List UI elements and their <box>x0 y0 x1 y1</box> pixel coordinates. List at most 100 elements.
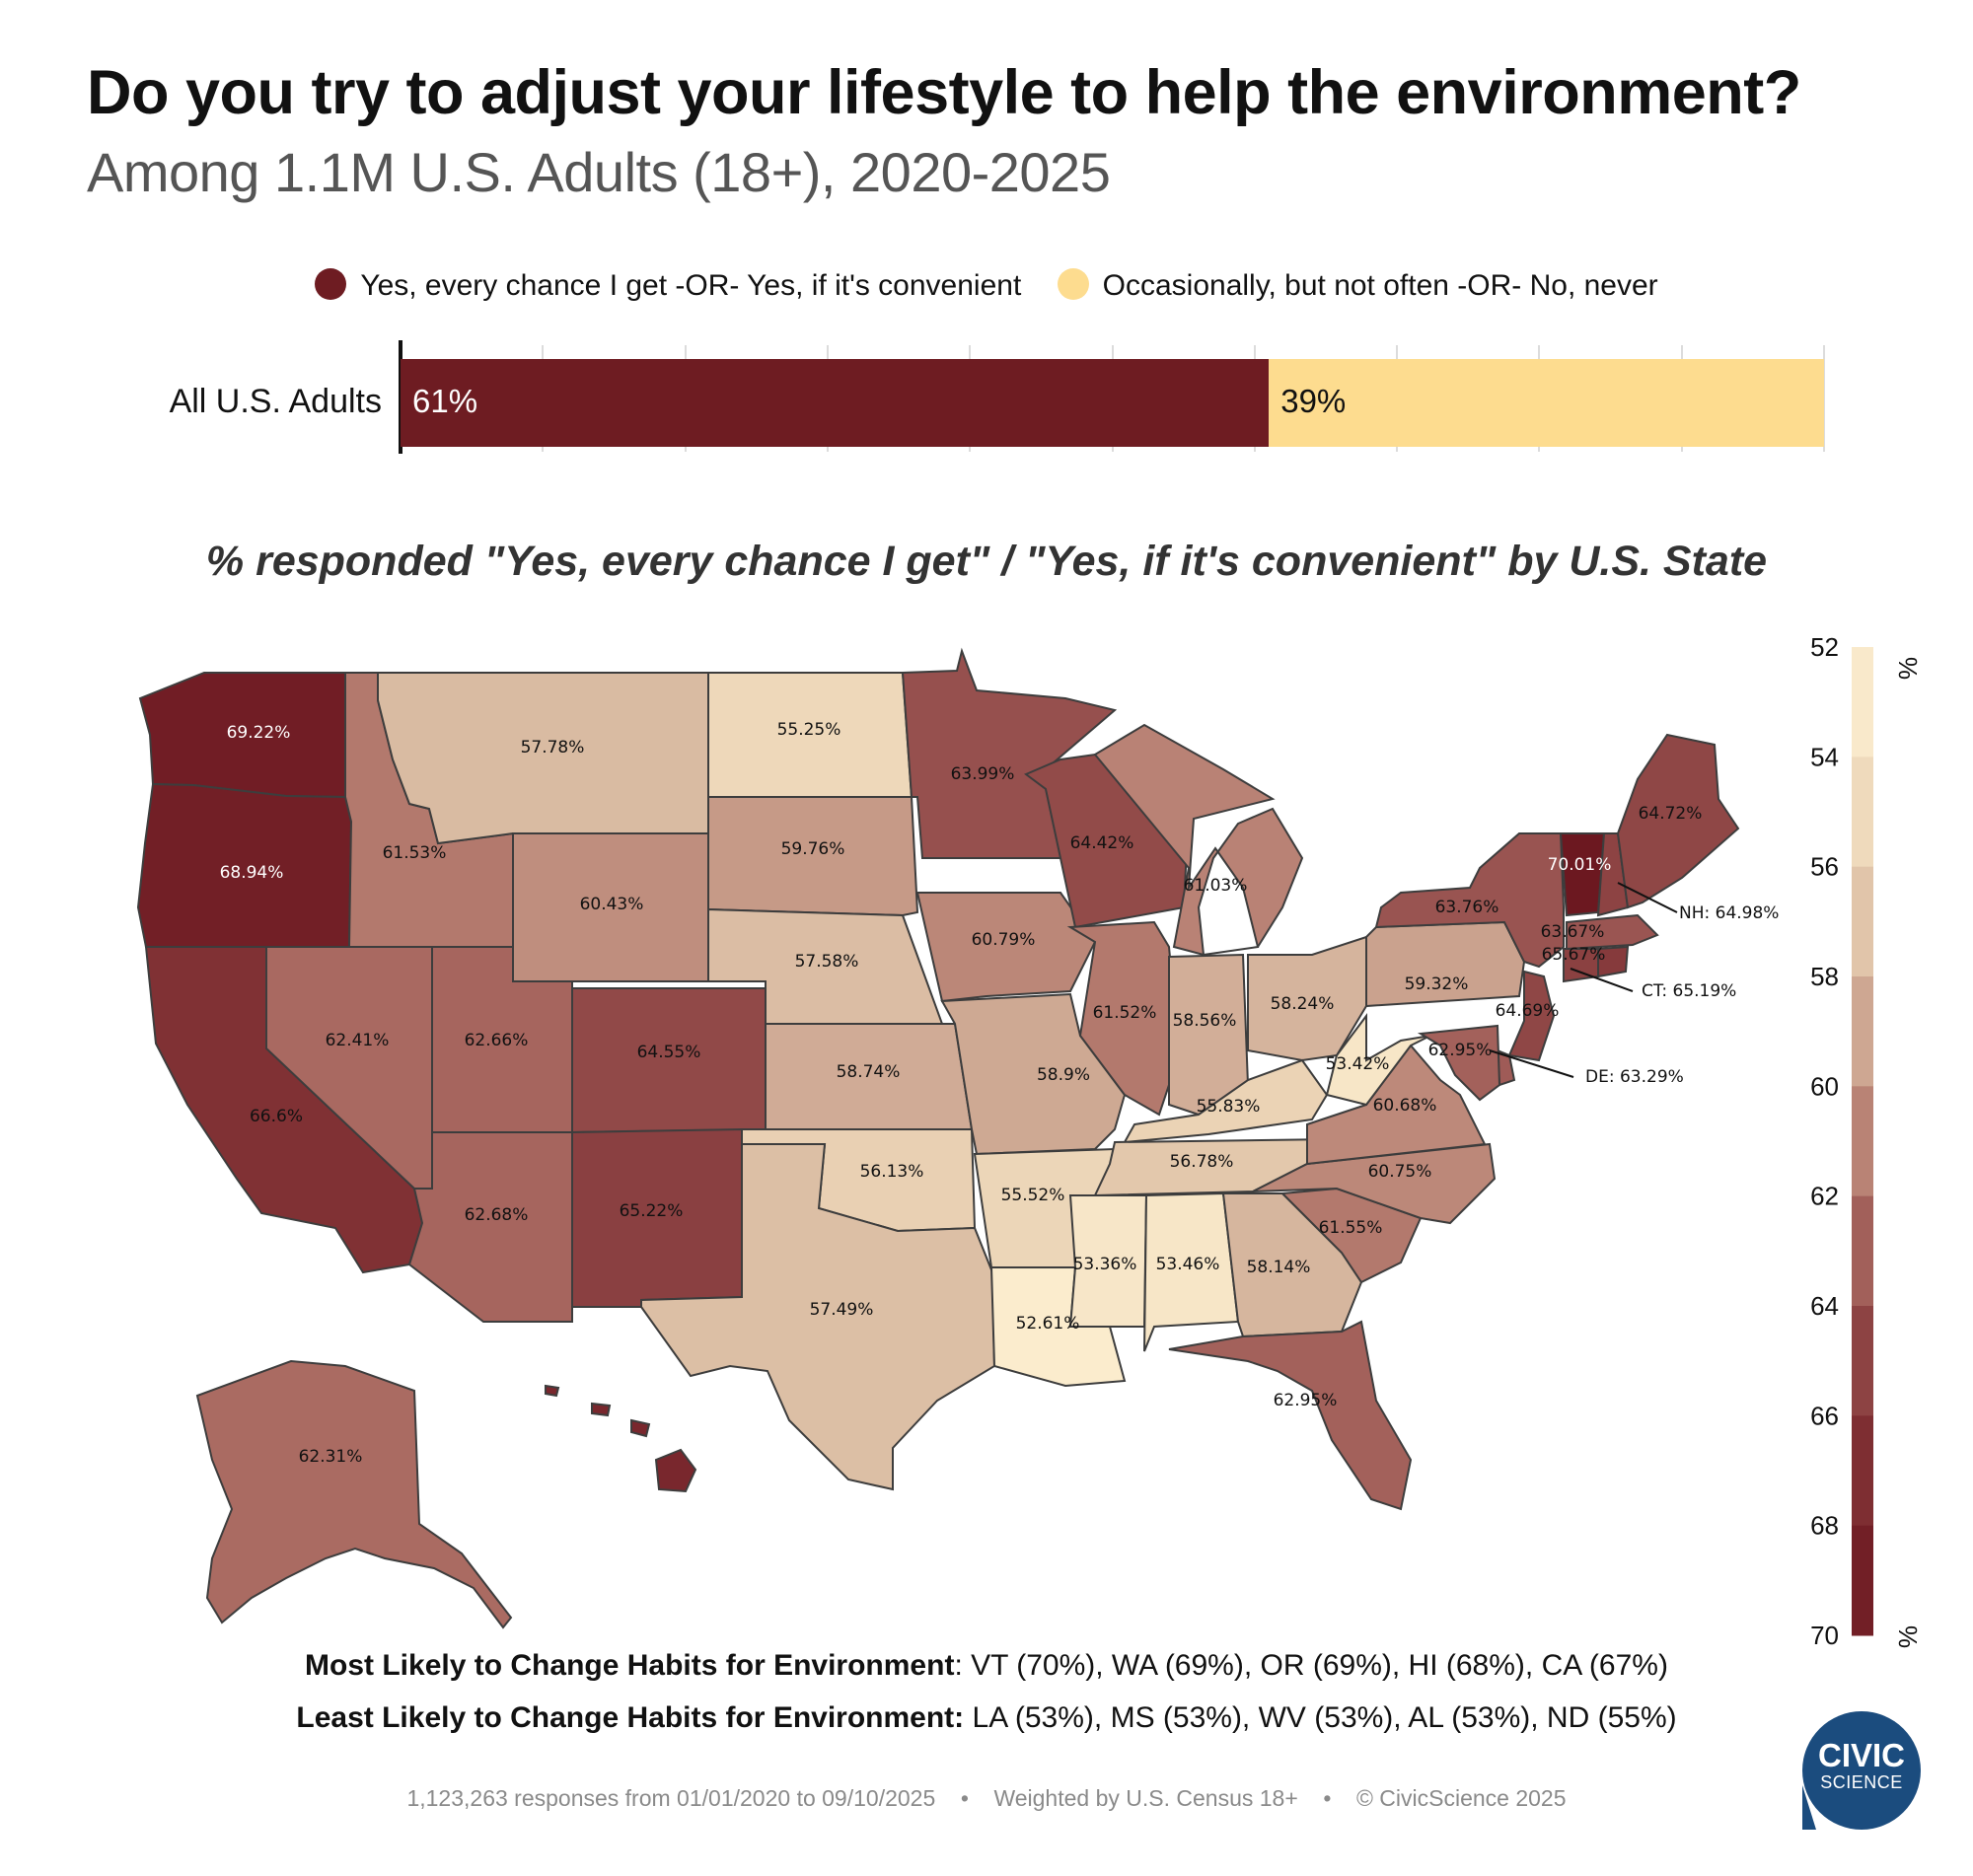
scale-tick-label: 52 <box>1810 632 1839 662</box>
state-OH <box>1247 935 1367 1062</box>
scale-band <box>1852 1306 1873 1416</box>
state-NY <box>1374 832 1565 969</box>
state-label-KS: 58.74% <box>837 1062 901 1082</box>
state-label-NM: 65.22% <box>620 1201 684 1221</box>
state-label-NJ: 64.69% <box>1496 1001 1560 1021</box>
state-label-LA: 52.61% <box>1016 1314 1080 1334</box>
scale-tick-label: 68 <box>1810 1511 1839 1541</box>
scale-unit-label: % <box>1893 657 1923 680</box>
state-NJ <box>1507 970 1556 1062</box>
state-label-WY: 60.43% <box>580 895 644 914</box>
state-label-CO: 64.55% <box>637 1043 701 1062</box>
scale-band <box>1852 1525 1873 1636</box>
legend-label-yes: Yes, every chance I get -OR- Yes, if it'… <box>360 269 1022 302</box>
least-likely-label: Least Likely to Change Habits for Enviro… <box>296 1701 965 1734</box>
state-MA <box>1566 913 1659 951</box>
state-label-CA: 66.6% <box>250 1107 303 1126</box>
least-likely-summary: Least Likely to Change Habits for Enviro… <box>0 1701 1973 1735</box>
state-label-GA: 58.14% <box>1247 1258 1311 1277</box>
state-label-FL: 62.95% <box>1274 1391 1338 1410</box>
legend-item-yes: Yes, every chance I get -OR- Yes, if it'… <box>315 268 1021 303</box>
scale-band <box>1852 1415 1873 1527</box>
scale-band <box>1852 976 1873 1087</box>
bar-segment-no <box>1269 359 1824 447</box>
scale-band <box>1852 1195 1873 1307</box>
state-label-NH: NH: 64.98% <box>1679 903 1779 923</box>
map-states <box>136 647 1740 1629</box>
state-FL <box>1168 1320 1413 1511</box>
scale-tick-label: 64 <box>1810 1291 1839 1321</box>
state-MN <box>901 647 1118 859</box>
state-MD <box>1417 1024 1501 1102</box>
state-label-VA: 60.68% <box>1373 1096 1437 1116</box>
legend-swatch-no <box>1057 268 1089 300</box>
state-label-NV: 62.41% <box>326 1031 390 1050</box>
state-label-VT: 70.01% <box>1548 855 1612 875</box>
overall-bar-label: All U.S. Adults <box>169 383 382 420</box>
scale-band <box>1852 647 1873 758</box>
state-AZ <box>407 1131 573 1323</box>
state-label-IL: 61.52% <box>1093 1003 1157 1023</box>
scale-band <box>1852 866 1873 977</box>
state-label-WI: 64.42% <box>1070 833 1134 853</box>
state-SD <box>707 796 919 917</box>
state-label-NE: 57.58% <box>795 952 859 972</box>
state-label-MO: 58.9% <box>1037 1065 1090 1085</box>
state-label-ID: 61.53% <box>383 843 447 863</box>
state-label-MT: 57.78% <box>521 738 585 758</box>
scale-tick-label: 54 <box>1810 742 1839 771</box>
state-label-OH: 58.24% <box>1271 994 1335 1014</box>
state-label-AR: 55.52% <box>1001 1186 1065 1205</box>
bar-value-no: 39% <box>1280 383 1347 419</box>
state-label-IN: 58.56% <box>1173 1011 1237 1031</box>
most-likely-values: : VT (70%), WA (69%), OR (69%), HI (68%)… <box>954 1649 1668 1682</box>
state-label-NY: 63.76% <box>1435 898 1499 917</box>
footer-separator: • <box>960 1785 969 1811</box>
state-HI <box>545 1384 697 1493</box>
scale-band <box>1852 757 1873 868</box>
least-likely-values: LA (53%), MS (53%), WV (53%), AL (53%), … <box>964 1701 1677 1734</box>
state-MI <box>1093 723 1304 957</box>
state-label-AK: 62.31% <box>299 1447 363 1467</box>
state-label-KY: 55.83% <box>1197 1097 1261 1117</box>
map-title: % responded "Yes, every chance I get" / … <box>205 538 1768 585</box>
most-likely-label: Most Likely to Change Habits for Environ… <box>305 1649 955 1682</box>
civicscience-logo: CIVIC SCIENCE <box>1802 1711 1921 1830</box>
state-label-WA: 69.22% <box>227 723 291 743</box>
bar-gridline <box>1823 345 1825 452</box>
state-label-DE: DE: 63.29% <box>1585 1067 1684 1087</box>
state-AL <box>1143 1191 1240 1352</box>
footer-copyright: © CivicScience 2025 <box>1355 1785 1567 1811</box>
state-label-PA: 59.32% <box>1405 974 1469 994</box>
state-label-AL: 53.46% <box>1156 1255 1220 1274</box>
map-callout-lines <box>1489 882 1678 1078</box>
state-label-MI: 61.03% <box>1184 876 1248 896</box>
state-value-labels: 69.22% 68.94% 66.6% 61.53% 62.41% 57.78% 60.43… <box>220 720 1780 1514</box>
bar-value-yes: 61% <box>412 383 478 419</box>
legend-item-no: Occasionally, but not often -OR- No, nev… <box>1057 268 1658 303</box>
color-scale: 52 54 56 58 60 62 64 66 68 70%% <box>1810 632 1923 1650</box>
scale-tick-label: 58 <box>1810 962 1839 991</box>
state-label-IA: 60.79% <box>972 930 1036 950</box>
footer: 1,123,263 responses from 01/01/2020 to 0… <box>0 1785 1973 1812</box>
logo-line1: CIVIC <box>1817 1737 1905 1773</box>
state-label-MS: 53.36% <box>1073 1255 1137 1274</box>
chart-title: Do you try to adjust your lifestyle to h… <box>87 58 1801 127</box>
legend-swatch-yes <box>315 268 347 300</box>
footer-responses: 1,123,263 responses from 01/01/2020 to 0… <box>406 1785 936 1811</box>
state-label-WV: 53.42% <box>1326 1054 1390 1074</box>
state-label-NC: 60.75% <box>1368 1162 1432 1182</box>
scale-unit-label: % <box>1893 1625 1923 1648</box>
scale-tick-label: 70 <box>1810 1621 1839 1650</box>
state-label-HI: 67.86% <box>651 1494 715 1514</box>
state-label-OR: 68.94% <box>220 863 284 883</box>
state-RI <box>1597 945 1630 978</box>
state-AK <box>195 1359 513 1629</box>
state-label-ND: 55.25% <box>777 720 841 740</box>
state-label-SC: 61.55% <box>1319 1218 1383 1238</box>
state-label-SD: 59.76% <box>781 839 845 859</box>
state-label-RI: 65.67% <box>1542 945 1606 965</box>
state-label-MA: 63.67% <box>1541 922 1605 942</box>
state-label-MN: 63.99% <box>951 764 1015 784</box>
